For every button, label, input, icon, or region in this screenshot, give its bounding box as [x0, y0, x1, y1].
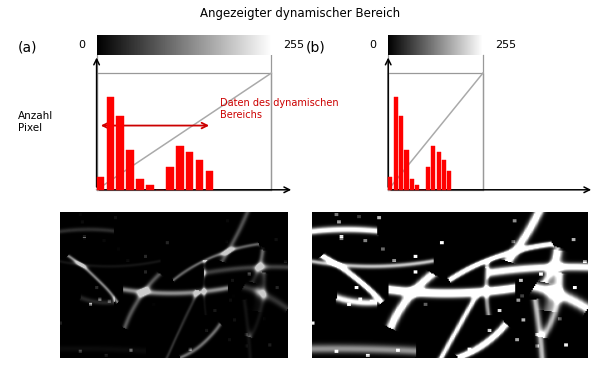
- Text: 255: 255: [495, 40, 516, 50]
- Bar: [399, 116, 403, 190]
- Text: (a): (a): [17, 40, 37, 54]
- Bar: [447, 171, 451, 190]
- Bar: [415, 185, 419, 190]
- Text: 0: 0: [370, 40, 376, 50]
- Text: 0: 0: [79, 40, 85, 50]
- Text: Anzahl
Pixel: Anzahl Pixel: [17, 111, 53, 133]
- Bar: [388, 73, 483, 190]
- Bar: [107, 97, 114, 190]
- Bar: [437, 152, 441, 190]
- Text: Angezeigter dynamischer Bereich: Angezeigter dynamischer Bereich: [200, 7, 400, 20]
- Text: Signalintensität: Signalintensität: [134, 223, 228, 233]
- Bar: [206, 171, 214, 190]
- Bar: [410, 179, 414, 190]
- Bar: [97, 73, 271, 190]
- Text: 255: 255: [283, 40, 304, 50]
- Bar: [442, 160, 446, 190]
- Bar: [431, 146, 436, 190]
- Bar: [97, 177, 104, 190]
- Bar: [388, 177, 392, 190]
- Bar: [404, 150, 409, 190]
- Text: Daten des dynamischen
Bereichs: Daten des dynamischen Bereichs: [220, 99, 339, 120]
- Bar: [127, 150, 134, 190]
- Bar: [166, 167, 173, 190]
- Bar: [186, 152, 193, 190]
- Bar: [176, 146, 184, 190]
- Bar: [394, 97, 398, 190]
- Bar: [146, 185, 154, 190]
- Bar: [196, 160, 203, 190]
- Bar: [116, 116, 124, 190]
- Text: (b): (b): [306, 40, 326, 54]
- Bar: [136, 179, 144, 190]
- Bar: [426, 167, 430, 190]
